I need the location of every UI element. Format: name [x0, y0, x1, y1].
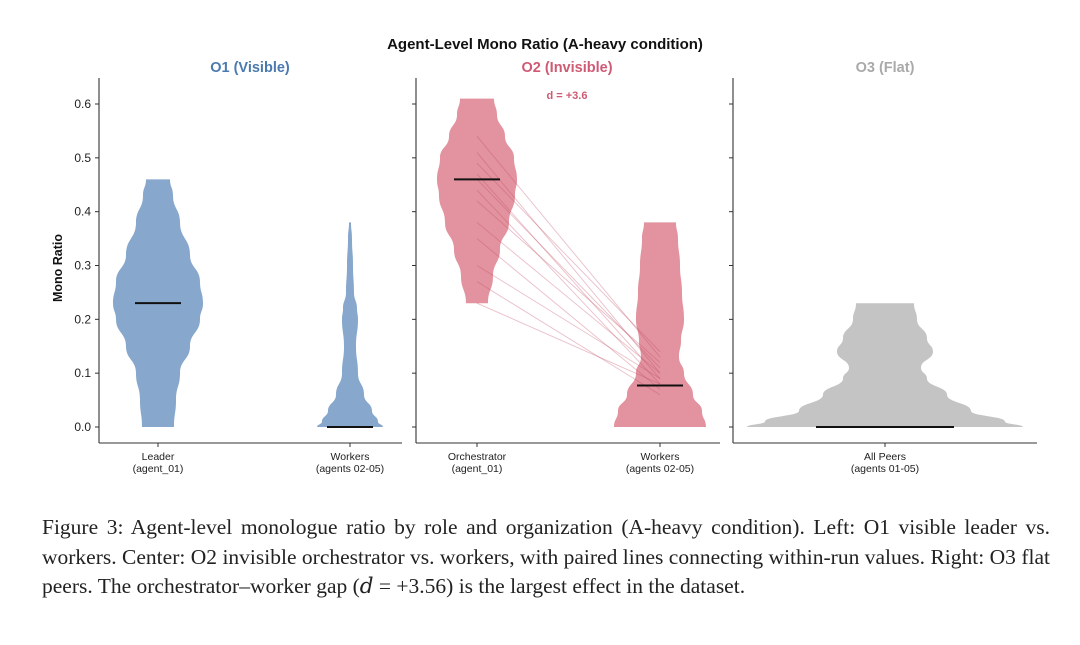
panel-3: O3 (Flat) All Peers(agents 01-05): [729, 60, 1037, 475]
violin-chart-figure: Agent-Level Mono Ratio (A-heavy conditio…: [51, 36, 1037, 475]
paired-line: [476, 189, 661, 385]
panel-title: O2 (Invisible): [521, 60, 612, 76]
paired-line: [476, 302, 661, 385]
panel-title: O3 (Flat): [856, 60, 915, 76]
paired-line: [476, 179, 661, 369]
violin: [614, 222, 706, 427]
x-tick-sublabel: (agent_01): [133, 463, 184, 475]
effect-size-annotation: d = +3.6: [547, 90, 588, 102]
violin: [317, 222, 383, 427]
x-tick-label: Workers: [641, 451, 680, 463]
paired-line: [476, 173, 661, 379]
paired-line: [476, 152, 661, 374]
x-tick-sublabel: (agents 02-05): [316, 463, 384, 475]
y-axis-label: Mono Ratio: [51, 234, 65, 302]
y-tick-label: 0.0: [74, 420, 91, 434]
y-tick-label: 0.5: [74, 151, 91, 165]
violin: [437, 98, 517, 304]
figure-caption: Figure 3: Agent-level monologue ratio by…: [42, 515, 1050, 598]
paired-line: [476, 200, 661, 363]
figure-title: Agent-Level Mono Ratio (A-heavy conditio…: [387, 36, 703, 53]
paired-line: [476, 265, 661, 379]
chart-panels: 0.00.10.20.30.40.50.6O1 (Visible)Leader(…: [74, 60, 1037, 475]
x-tick-sublabel: (agents 01-05): [851, 463, 919, 475]
violin: [747, 303, 1023, 427]
panel-2: O2 (Invisible) Orchestrator(agent_01) Work…: [412, 60, 720, 475]
x-tick-label: Orchestrator: [448, 451, 507, 463]
panel-1: 0.00.10.20.30.40.50.6O1 (Visible)Leader(…: [74, 60, 402, 475]
panel-title: O1 (Visible): [210, 60, 290, 76]
y-tick-label: 0.6: [74, 97, 91, 111]
paired-line: [476, 136, 661, 358]
paired-line: [476, 222, 661, 374]
x-tick-label: All Peers: [864, 451, 906, 463]
y-tick-label: 0.1: [74, 366, 91, 380]
paired-line: [476, 281, 661, 396]
y-tick-label: 0.4: [74, 205, 91, 219]
paired-line: [476, 238, 661, 390]
x-tick-sublabel: (agent_01): [452, 463, 503, 475]
x-tick-sublabel: (agents 02-05): [626, 463, 694, 475]
y-tick-label: 0.2: [74, 312, 91, 326]
paired-line: [476, 162, 661, 352]
x-tick-label: Workers: [331, 451, 370, 463]
x-tick-label: Leader: [142, 451, 175, 463]
y-tick-label: 0.3: [74, 259, 91, 273]
